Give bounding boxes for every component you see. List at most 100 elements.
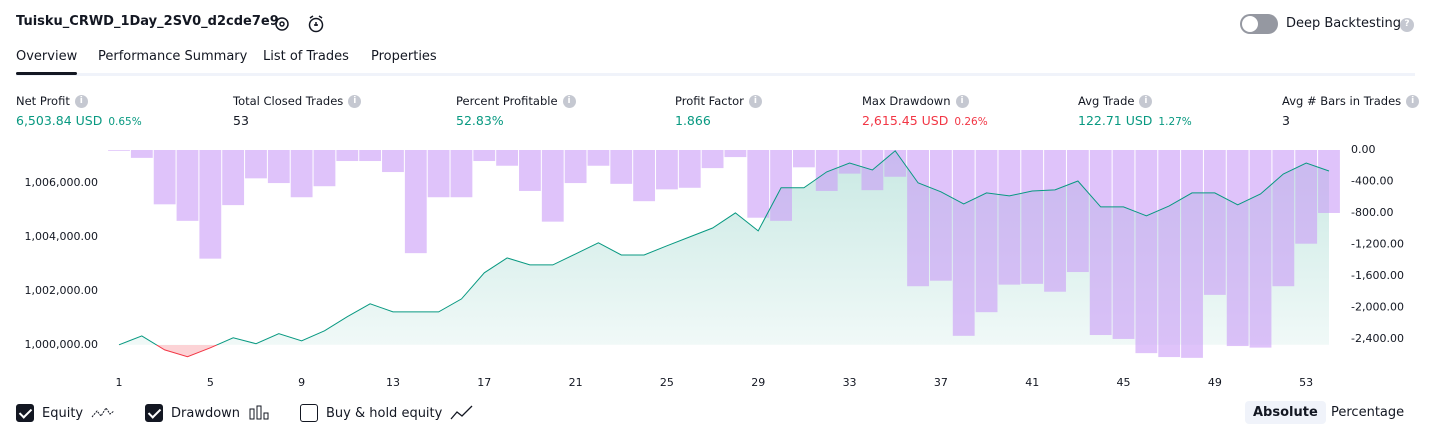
x-tick-label: 37 (934, 376, 948, 389)
x-tick-label: 1 (116, 376, 123, 389)
drawdown-bar (519, 150, 541, 191)
settings-icon[interactable] (273, 15, 291, 33)
metric-label: Net Profit i (16, 94, 88, 108)
x-tick-label: 21 (569, 376, 583, 389)
scale-button[interactable]: Percentage (1331, 405, 1405, 420)
metric-percent: 1.27% (1158, 116, 1192, 128)
drawdown-bar (656, 150, 678, 190)
scale-button[interactable]: Absolute (1245, 401, 1326, 424)
x-tick-label: 9 (298, 376, 305, 389)
drawdown-bar (952, 150, 975, 336)
metric-value: 6,503.84 USD 0.65% (16, 113, 142, 128)
drawdown-bar (1203, 150, 1226, 295)
drawdown-bar (313, 150, 336, 187)
x-tick-label: 33 (843, 376, 857, 389)
deep-backtesting-toggle[interactable] (1240, 14, 1278, 34)
info-icon[interactable]: i (562, 94, 576, 108)
metric-label: Avg Trade i (1078, 94, 1153, 108)
drawdown-bar (108, 150, 130, 151)
metric-value-text: 53 (233, 113, 249, 128)
y2-tick-label: -2,000.00 (1351, 300, 1404, 313)
x-tick-label: 13 (386, 376, 400, 389)
metric-label: Percent Profitable i (456, 94, 576, 108)
metric-value-text: 2,615.45 USD (862, 113, 949, 128)
drawdown-bar (1112, 150, 1135, 339)
metric-value-text: 1.866 (675, 113, 711, 128)
metric-value-text: 3 (1282, 113, 1290, 128)
metric-label-text: Profit Factor (675, 94, 744, 108)
x-tick-label: 53 (1299, 376, 1313, 389)
legend-item[interactable]: Equity (16, 404, 115, 422)
drawdown-bar (564, 150, 587, 184)
y2-tick-label: -400.00 (1351, 174, 1393, 187)
help-icon[interactable]: ? (1400, 18, 1414, 32)
x-tick-label: 25 (660, 376, 674, 389)
x-tick-label: 49 (1208, 376, 1222, 389)
x-tick-label: 45 (1117, 376, 1131, 389)
legend-label: Buy & hold equity (326, 405, 443, 421)
drawdown-bar (1295, 150, 1318, 244)
drawdown-bar (176, 150, 199, 221)
metric-label-text: Total Closed Trades (233, 94, 344, 108)
drawdown-bar (130, 150, 153, 158)
drawdown-bar (1158, 150, 1181, 358)
drawdown-bar (290, 150, 313, 198)
metric-label: Profit Factor i (675, 94, 762, 108)
x-tick-label: 41 (1025, 376, 1039, 389)
metric-label-text: Max Drawdown (862, 94, 951, 108)
legend-item[interactable]: Drawdown (145, 404, 270, 422)
drawdown-bar (450, 150, 473, 198)
info-icon[interactable]: i (74, 94, 88, 108)
info-icon[interactable]: i (1406, 94, 1420, 108)
drawdown-bar (267, 150, 290, 184)
y2-tick-label: 0.00 (1351, 143, 1376, 156)
x-tick-label: 17 (477, 376, 491, 389)
checkbox[interactable] (16, 404, 34, 422)
metric-value-text: 6,503.84 USD (16, 113, 103, 128)
legend-item[interactable]: Buy & hold equity (300, 404, 474, 422)
metric-label: Avg # Bars in Trades i (1282, 94, 1420, 108)
drawdown-bar (496, 150, 519, 166)
drawdown-bar (336, 150, 359, 162)
strategy-title: Tuisku_CRWD_1Day_2SV0_d2cde7e9 (16, 14, 279, 29)
drawdown-bar (1226, 150, 1249, 347)
x-tick-label: 29 (751, 376, 765, 389)
metric-label-text: Avg # Bars in Trades (1282, 94, 1402, 108)
info-icon[interactable]: i (955, 94, 969, 108)
info-icon[interactable]: i (1139, 94, 1153, 108)
legend-icon (91, 405, 115, 421)
tab[interactable]: Performance Summary (98, 49, 248, 64)
y-tick-label: 1,004,000.00 (25, 230, 98, 243)
metric-value: 53 (233, 113, 249, 128)
checkbox[interactable] (145, 404, 163, 422)
tab[interactable]: Properties (371, 49, 437, 64)
y-tick-label: 1,006,000.00 (25, 176, 98, 189)
legend-icon (450, 405, 474, 421)
info-icon[interactable]: i (348, 94, 362, 108)
drawdown-bar (382, 150, 404, 173)
y2-tick-label: -1,600.00 (1351, 269, 1404, 282)
metric-value-text: 122.71 USD (1078, 113, 1153, 128)
drawdown-bar (541, 150, 564, 222)
tab[interactable]: List of Trades (263, 49, 349, 64)
drawdown-bar (724, 150, 747, 158)
y-tick-label: 1,000,000.00 (25, 338, 98, 351)
y2-tick-label: -800.00 (1351, 206, 1393, 219)
legend-label: Equity (42, 405, 84, 421)
drawdown-bar (907, 150, 929, 287)
tab[interactable]: Overview (16, 49, 78, 75)
metric-label: Total Closed Trades i (233, 94, 362, 108)
separator (16, 73, 1415, 76)
checkbox[interactable] (300, 404, 318, 422)
alert-icon[interactable] (306, 14, 326, 34)
metric-value: 122.71 USD 1.27% (1078, 113, 1192, 128)
deep-backtesting-label: Deep Backtesting (1286, 16, 1402, 31)
drawdown-bar (404, 150, 427, 254)
drawdown-bar (1249, 150, 1272, 348)
x-tick-label: 5 (207, 376, 214, 389)
info-icon[interactable]: i (748, 94, 762, 108)
drawdown-bar (701, 150, 724, 169)
metric-value: 52.83% (456, 113, 504, 128)
